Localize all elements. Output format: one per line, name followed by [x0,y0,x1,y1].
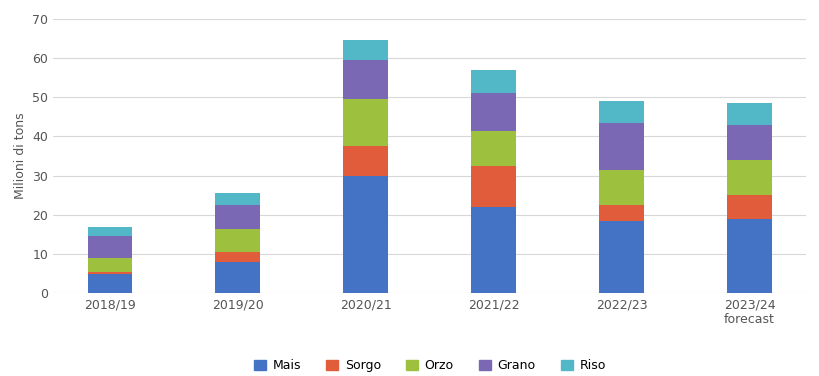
Bar [343,146,387,176]
Bar [343,41,387,60]
Bar [215,205,260,229]
Bar [599,221,643,293]
Bar [88,258,132,272]
Bar [88,272,132,274]
Bar [726,195,771,219]
Bar [726,103,771,125]
Bar [88,227,132,237]
Legend: Mais, Sorgo, Orzo, Grano, Riso: Mais, Sorgo, Orzo, Grano, Riso [248,355,610,376]
Bar [343,60,387,99]
Bar [471,93,515,130]
Bar [471,130,515,166]
Bar [599,205,643,221]
Bar [471,207,515,293]
Bar [471,166,515,207]
Y-axis label: Milioni di tons: Milioni di tons [14,113,27,199]
Bar [343,99,387,146]
Bar [599,101,643,123]
Bar [88,237,132,258]
Bar [726,125,771,160]
Bar [215,193,260,205]
Bar [88,274,132,293]
Bar [215,262,260,293]
Bar [215,229,260,252]
Bar [215,252,260,262]
Bar [726,219,771,293]
Bar [343,176,387,293]
Bar [471,70,515,93]
Bar [599,170,643,205]
Bar [726,160,771,195]
Bar [599,123,643,170]
